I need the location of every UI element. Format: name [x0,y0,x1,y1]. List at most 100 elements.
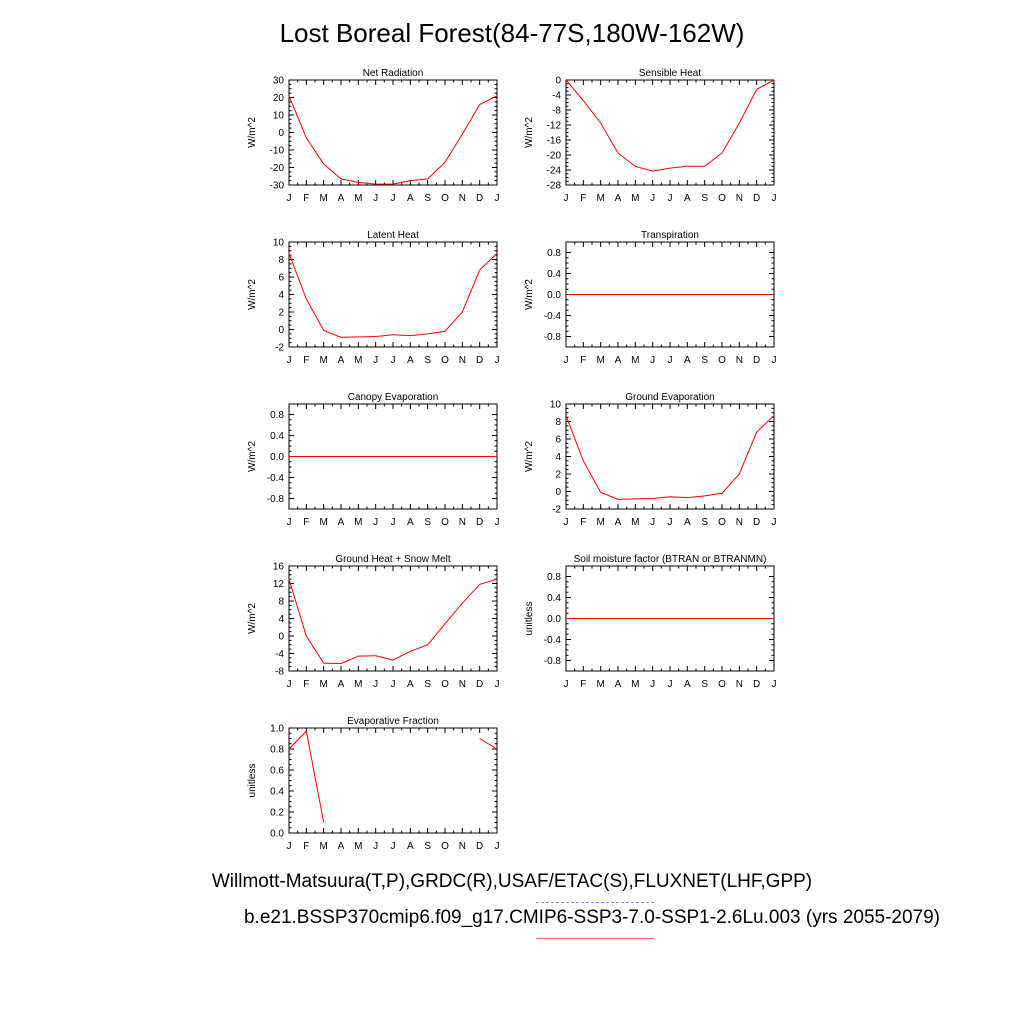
x-tick-label: F [303,841,309,852]
x-tick-label: M [354,355,362,366]
x-tick-label: J [650,193,655,204]
x-tick-label: J [287,355,292,366]
footer-underline-decoration [536,938,654,939]
x-tick-label: N [459,841,466,852]
x-tick-label: N [736,679,743,690]
y-tick-label: 0.6 [270,766,284,777]
x-tick-label: A [338,841,345,852]
x-tick-label: A [615,193,622,204]
x-tick-label: S [424,841,431,852]
y-tick-label: 6 [278,273,284,284]
x-tick-label: J [668,193,673,204]
panel-title: Transpiration [641,230,699,241]
y-tick-label: 0.0 [547,290,561,301]
series-line [288,253,498,338]
y-tick-label: 8 [278,597,284,608]
y-tick-label: -8 [275,667,284,678]
y-tick-label: -0.4 [544,635,562,646]
panel-2: J F M A M J J A S O N D J0-4-8-12-16-20-24-28Sensibl… [524,68,777,204]
x-tick-label: J [650,517,655,528]
y-tick-label: 0 [555,76,561,87]
x-tick-label: S [424,355,431,366]
x-tick-label: N [459,355,466,366]
x-tick-label: J [495,193,500,204]
y-tick-label: 0.0 [547,614,561,625]
x-tick-label: M [631,355,639,366]
x-tick-label: J [287,517,292,528]
x-tick-label: F [580,679,586,690]
y-tick-label: 4 [278,614,284,625]
x-tick-label: M [319,355,327,366]
x-tick-label: M [596,193,604,204]
y-tick-label: 0.0 [270,452,284,463]
x-tick-label: F [580,193,586,204]
x-tick-label: S [701,517,708,528]
y-tick-label: 0 [278,632,284,643]
x-tick-label: M [354,517,362,528]
y-tick-label: 0.2 [270,808,284,819]
x-tick-label: J [495,841,500,852]
x-tick-label: J [373,517,378,528]
y-tick-label: 0.8 [270,410,284,421]
x-tick-label: O [718,517,726,528]
x-tick-label: S [424,517,431,528]
plot-frame [565,403,775,510]
x-tick-label: A [338,679,345,690]
x-tick-label: J [391,679,396,690]
series-line [565,415,775,500]
x-tick-label: A [684,679,691,690]
x-tick-label: A [407,679,414,690]
x-tick-label: O [441,193,449,204]
y-tick-label: 20 [273,93,285,104]
panel-title: Latent Heat [367,230,419,241]
y-tick-label: -20 [270,163,285,174]
series-line [288,95,498,185]
x-tick-label: A [407,841,414,852]
y-tick-label: -10 [270,146,285,157]
y-axis-label: unitless [247,764,258,798]
y-tick-label: 30 [273,76,285,87]
y-tick-label: 8 [555,417,561,428]
y-tick-label: 4 [555,452,561,463]
x-tick-label: J [772,355,777,366]
x-tick-label: A [615,517,622,528]
x-tick-label: J [287,841,292,852]
x-tick-label: A [407,355,414,366]
y-tick-label: -30 [270,181,285,192]
x-tick-label: O [718,193,726,204]
y-tick-label: 16 [273,562,285,573]
y-tick-label: 0.8 [270,745,284,756]
y-axis-label: W/m^2 [247,603,258,634]
y-tick-label: -8 [552,106,561,117]
y-axis-label: W/m^2 [524,117,535,148]
y-tick-label: -4 [275,649,284,660]
x-tick-label: A [338,517,345,528]
y-axis-label: W/m^2 [247,117,258,148]
x-tick-label: A [615,355,622,366]
x-tick-label: J [668,355,673,366]
x-tick-label: D [476,679,483,690]
x-tick-label: D [476,517,483,528]
y-tick-label: -20 [547,151,562,162]
x-tick-label: J [495,679,500,690]
y-tick-label: 10 [273,238,285,249]
x-tick-label: J [650,355,655,366]
y-axis-label: W/m^2 [247,441,258,472]
y-tick-label: 10 [273,111,285,122]
y-tick-label: 0.4 [547,269,561,280]
x-tick-label: J [772,193,777,204]
y-axis-label: W/m^2 [247,279,258,310]
y-tick-label: 1.0 [270,724,284,735]
x-tick-label: A [338,355,345,366]
x-tick-label: F [303,193,309,204]
x-tick-label: F [303,355,309,366]
series-line [288,730,325,823]
y-tick-label: -0.4 [267,473,285,484]
x-tick-label: M [596,355,604,366]
x-tick-label: A [407,193,414,204]
panel-4: J F M A M J J A S O N D J0.80.40.0-0.4-0.8Transpirat… [524,230,777,366]
